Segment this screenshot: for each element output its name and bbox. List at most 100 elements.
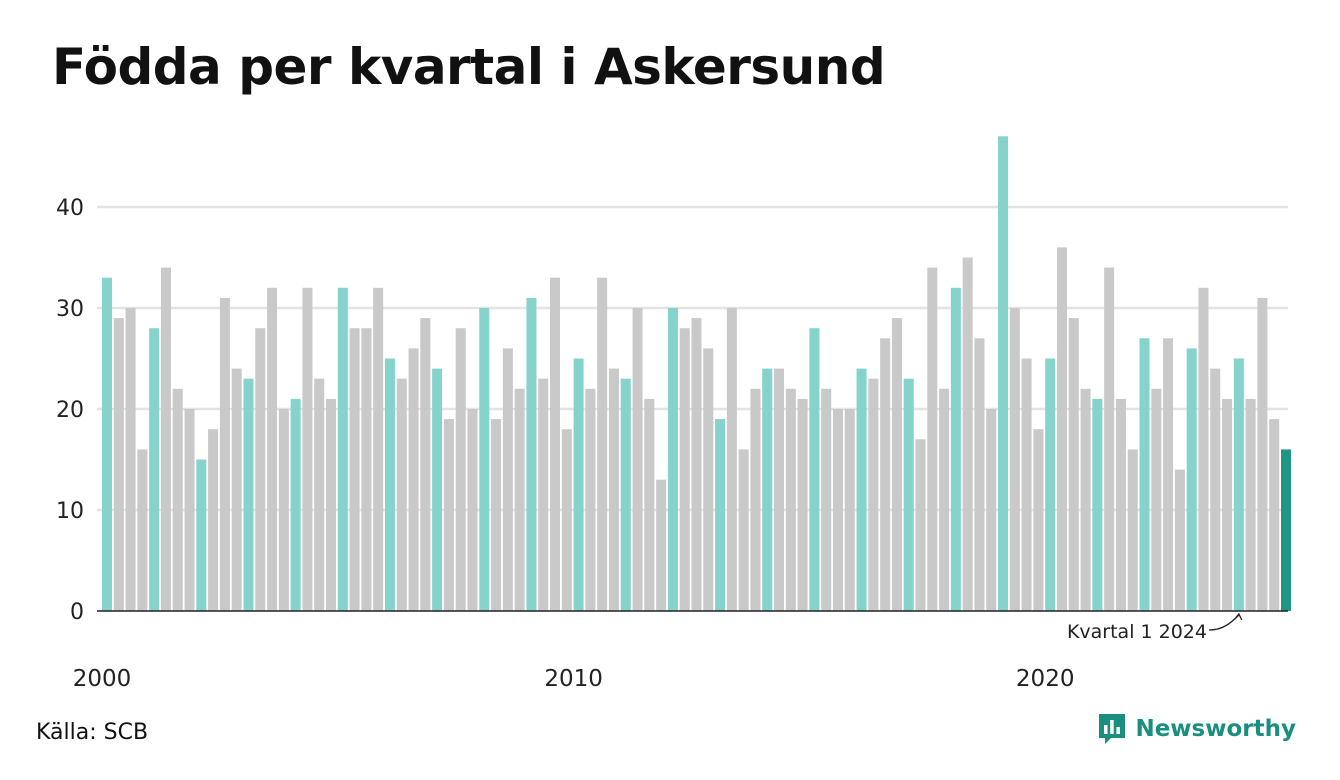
source-note: Källa: SCB <box>36 720 149 745</box>
y-axis-ticks: 0 10 20 30 40 <box>56 196 84 625</box>
bar <box>208 429 219 611</box>
y-tick-label: 10 <box>56 499 84 524</box>
bar <box>986 409 997 611</box>
bar <box>1222 398 1233 611</box>
x-tick-label: 2020 <box>1016 666 1075 692</box>
bar <box>561 429 572 611</box>
bar <box>443 419 454 611</box>
y-tick-label: 0 <box>70 600 84 625</box>
x-axis-ticks: 2000 2010 2020 <box>73 666 1075 692</box>
bar <box>797 398 808 611</box>
bar <box>1033 429 1044 611</box>
bar <box>349 328 360 611</box>
chart-title: Födda per kvartal i Askersund <box>52 38 886 96</box>
bar <box>326 398 337 611</box>
bar <box>408 348 419 611</box>
bar <box>844 409 855 611</box>
bar <box>667 308 678 611</box>
bar <box>467 409 478 611</box>
bar <box>1174 469 1185 611</box>
bar <box>1269 419 1280 611</box>
bar <box>219 297 230 611</box>
bar <box>821 388 832 611</box>
bar <box>891 318 902 611</box>
bar <box>656 479 667 611</box>
annotation-arrow <box>1208 614 1240 631</box>
bar <box>196 459 207 611</box>
bar <box>1198 287 1209 611</box>
bar <box>337 287 348 611</box>
bar <box>644 398 655 611</box>
bar <box>455 328 466 611</box>
bar <box>1104 267 1115 611</box>
bar <box>243 378 254 611</box>
bar <box>1210 368 1221 611</box>
bar <box>1233 358 1244 611</box>
bar <box>1257 297 1268 611</box>
bar <box>137 449 148 611</box>
bar <box>915 439 926 611</box>
bar-chart: 0 10 20 30 40 2000 2010 2020 Kvartal 1 2024 <box>56 136 1291 692</box>
annotation-label: Kvartal 1 2024 <box>1067 621 1207 643</box>
y-tick-label: 40 <box>56 196 84 221</box>
bar <box>738 449 749 611</box>
bar <box>160 267 171 611</box>
bar <box>715 419 726 611</box>
bar <box>278 409 289 611</box>
bar <box>1092 398 1103 611</box>
bar <box>290 398 301 611</box>
bar <box>750 388 761 611</box>
bar <box>880 338 891 611</box>
bar <box>432 368 443 611</box>
bar <box>785 388 796 611</box>
bar <box>632 308 643 611</box>
bar <box>927 267 938 611</box>
bar-latest <box>1281 449 1291 611</box>
bar <box>538 378 549 611</box>
bar <box>597 277 608 611</box>
bar <box>373 287 384 611</box>
bar <box>679 328 690 611</box>
bar <box>620 378 631 611</box>
bar <box>302 287 313 611</box>
newsworthy-logo-icon <box>1099 714 1126 744</box>
bar <box>703 348 714 611</box>
bar <box>125 308 136 611</box>
bar <box>396 378 407 611</box>
bar <box>868 378 879 611</box>
bar <box>384 358 395 611</box>
bar <box>1151 388 1162 611</box>
latest-annotation: Kvartal 1 2024 <box>1067 612 1243 643</box>
bar <box>962 257 973 611</box>
bar <box>1139 338 1150 611</box>
bar <box>1045 358 1056 611</box>
bar <box>573 358 584 611</box>
bar <box>1186 348 1197 611</box>
bar <box>774 368 785 611</box>
bar <box>1080 388 1091 611</box>
bar <box>608 368 619 611</box>
bar <box>113 318 124 611</box>
bar <box>762 368 773 611</box>
bar <box>514 388 525 611</box>
bar <box>172 388 183 611</box>
bar <box>267 287 278 611</box>
bar <box>231 368 242 611</box>
bar <box>479 308 490 611</box>
brand-name: Newsworthy <box>1135 716 1296 742</box>
bar <box>1009 308 1020 611</box>
bar <box>585 388 596 611</box>
bar <box>856 368 867 611</box>
bar <box>832 409 843 611</box>
bar <box>950 287 961 611</box>
bar <box>184 409 195 611</box>
bar <box>691 318 702 611</box>
bar <box>1021 358 1032 611</box>
bar <box>102 277 112 611</box>
bar <box>809 328 820 611</box>
bar <box>1127 449 1138 611</box>
brand-logo: Newsworthy <box>1097 712 1296 746</box>
y-tick-label: 20 <box>56 398 84 423</box>
bar <box>502 348 513 611</box>
bar <box>526 297 537 611</box>
